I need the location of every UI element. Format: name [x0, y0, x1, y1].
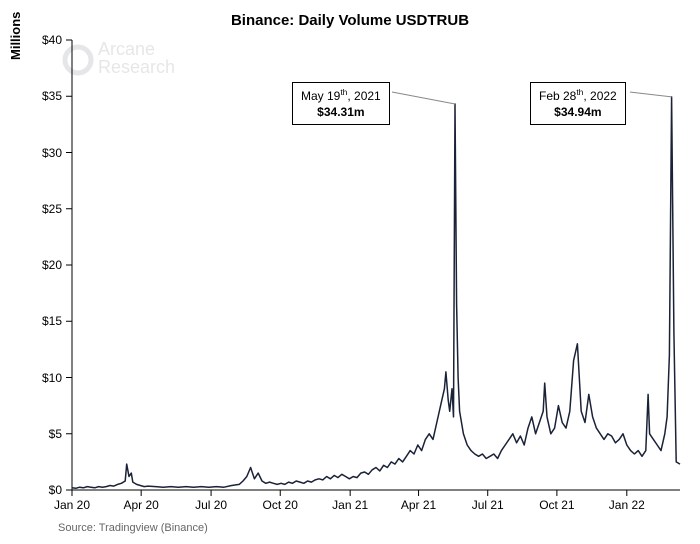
x-tick-label: Jan 22	[602, 498, 652, 512]
x-tick-label: Oct 21	[532, 498, 582, 512]
y-tick-label: $15	[22, 314, 62, 328]
x-tick-label: Jan 21	[325, 498, 375, 512]
y-tick-label: $20	[22, 258, 62, 272]
y-tick-label: $0	[22, 483, 62, 497]
callout-box: Feb 28th, 2022$34.94m	[530, 82, 626, 125]
y-tick-label: $40	[22, 33, 62, 47]
volume-chart: Binance: Daily Volume USDTRUB Arcane Res…	[0, 0, 700, 544]
x-tick-label: Apr 21	[394, 498, 444, 512]
y-tick-label: $5	[22, 427, 62, 441]
x-tick-label: Jan 20	[47, 498, 97, 512]
callout-date: Feb 28th, 2022	[539, 87, 617, 105]
x-tick-label: Apr 20	[116, 498, 166, 512]
y-tick-label: $35	[22, 89, 62, 103]
callout-value: $34.94m	[539, 105, 617, 121]
y-tick-label: $10	[22, 371, 62, 385]
y-tick-label: $25	[22, 202, 62, 216]
chart-source: Source: Tradingview (Binance)	[58, 522, 208, 534]
callout-date: May 19th, 2021	[301, 87, 381, 105]
x-tick-label: Jul 20	[186, 498, 236, 512]
x-tick-label: Oct 20	[255, 498, 305, 512]
x-tick-label: Jul 21	[463, 498, 513, 512]
y-tick-label: $30	[22, 146, 62, 160]
callout-value: $34.31m	[301, 105, 381, 121]
callout-box: May 19th, 2021$34.31m	[292, 82, 390, 125]
